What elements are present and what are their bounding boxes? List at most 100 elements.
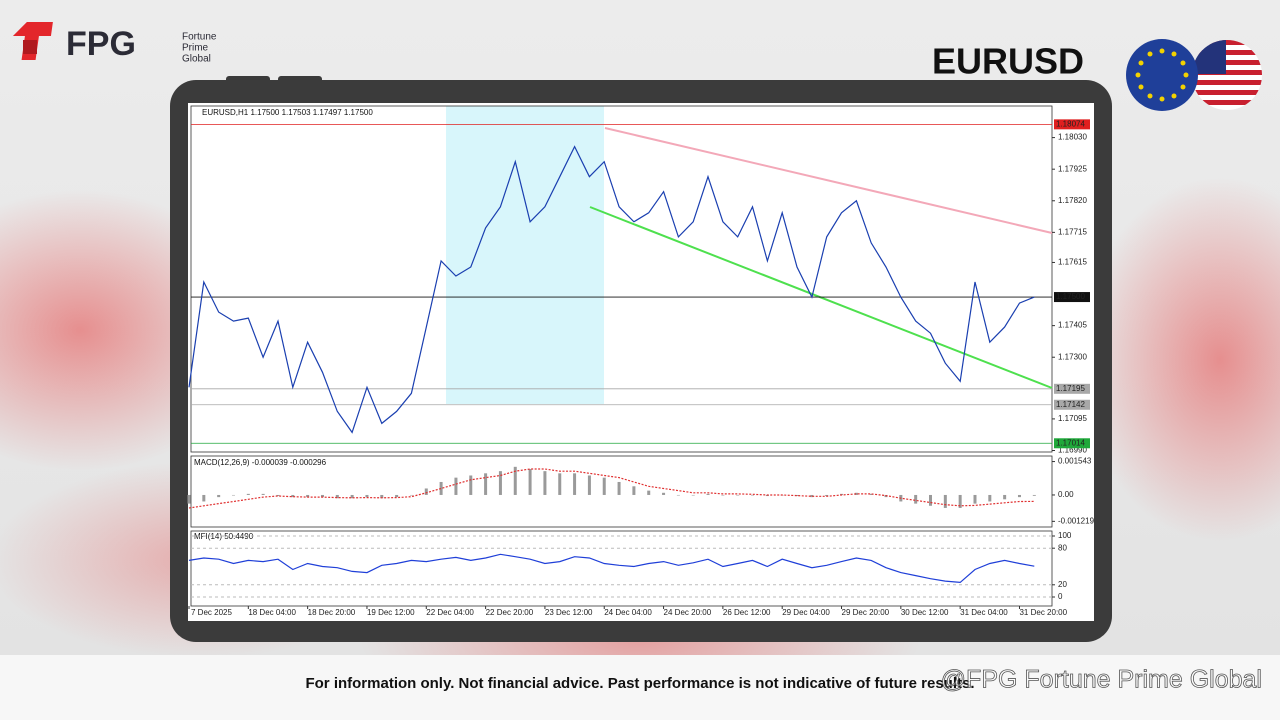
y-tick-label: 80 <box>1058 543 1067 552</box>
y-tick-label: 1.17095 <box>1058 414 1087 423</box>
macd-bar <box>1017 494 1021 498</box>
logo: FPG Fortune Prime Global <box>12 22 217 65</box>
mfi-panel <box>190 530 1053 607</box>
macd-bar <box>187 494 191 504</box>
macd-bar <box>825 494 829 497</box>
macd-bar <box>484 473 488 495</box>
macd-bar <box>528 468 532 495</box>
level-box <box>1054 399 1090 410</box>
macd-bar <box>602 477 606 495</box>
x-tick-label: 18 Dec 04:00 <box>248 608 296 617</box>
x-tick-label: 24 Dec 20:00 <box>664 608 712 617</box>
y-tick-label: 1.18030 <box>1058 133 1087 142</box>
eu-stars <box>1135 48 1189 102</box>
x-tick-label: 22 Dec 20:00 <box>486 608 534 617</box>
level-box <box>1054 383 1090 394</box>
macd-bar <box>795 494 799 497</box>
macd-bar <box>691 494 695 496</box>
macd-bar <box>573 473 577 495</box>
symbol: EURUSD <box>932 41 1084 82</box>
macd-bar <box>721 494 725 496</box>
level-label: 1.17014 <box>1056 438 1085 447</box>
macd-bar <box>929 494 932 506</box>
macd-bar <box>409 494 413 496</box>
level-label: 1.17142 <box>1056 400 1085 409</box>
macd-bar <box>454 477 458 495</box>
screen <box>188 103 1094 621</box>
macd-bar <box>350 494 354 499</box>
macd-bar <box>736 494 740 496</box>
macd-bar <box>320 494 324 498</box>
brand-line: Prime <box>182 43 209 54</box>
flags <box>1126 39 1262 111</box>
macd-bar <box>914 494 918 504</box>
x-tick-label: 29 Dec 20:00 <box>842 608 890 617</box>
macd-bar <box>810 494 814 498</box>
support-trendline <box>589 206 1053 389</box>
y-tick-label: 20 <box>1058 580 1067 589</box>
chart-title: EURUSD,H1 1.17500 1.17503 1.17497 1.1750… <box>202 108 373 117</box>
level-box <box>1054 438 1090 449</box>
level-box <box>1054 119 1090 130</box>
macd-bar <box>276 494 280 497</box>
price-line <box>188 145 1035 434</box>
macd-bar <box>617 481 621 495</box>
macd-bar <box>662 492 666 495</box>
y-tick-label: 0.001543 <box>1058 457 1092 466</box>
macd-bar <box>587 475 591 495</box>
macd-bar <box>958 494 962 508</box>
macd-title: MACD(12,26,9) -0.000039 -0.000296 <box>194 458 327 467</box>
macd-bar <box>751 494 755 496</box>
macd-bar <box>869 493 873 495</box>
macd-bar <box>988 494 992 502</box>
brand-line: Global <box>182 54 211 65</box>
resistance-trendline <box>604 127 1053 234</box>
x-tick-label: 30 Dec 12:00 <box>901 608 949 617</box>
brand-name: FPG <box>66 25 136 63</box>
level-label: 1.17500 <box>1056 292 1085 301</box>
y-tick-label: 1.17405 <box>1058 321 1087 330</box>
macd-bar <box>943 494 947 508</box>
macd-bar <box>246 493 250 495</box>
disclaimer: For information only. Not financial advi… <box>305 675 974 692</box>
y-tick-label: 1.17615 <box>1058 258 1087 267</box>
x-tick-label: 24 Dec 04:00 <box>604 608 652 617</box>
macd-bar <box>854 492 858 495</box>
signal-line <box>188 468 1035 509</box>
footer <box>0 655 1280 720</box>
macd-bar <box>558 473 562 495</box>
price-line <box>188 553 1035 584</box>
x-tick-label: 31 Dec 20:00 <box>1019 608 1067 617</box>
macd-bar <box>543 471 547 495</box>
macd-bar <box>291 494 295 498</box>
x-tick-label: 31 Dec 04:00 <box>960 608 1008 617</box>
y-tick-label: 1.17300 <box>1058 352 1087 361</box>
macd-bar <box>439 481 443 495</box>
y-tick-label: 1.17715 <box>1058 227 1087 236</box>
macd-bar <box>365 494 369 498</box>
y-tick-label: 0 <box>1058 592 1063 601</box>
x-tick-label: 29 Dec 04:00 <box>782 608 830 617</box>
macd-bar <box>632 486 636 495</box>
brand-line: Fortune <box>182 32 217 43</box>
macd-bar <box>498 471 502 495</box>
x-tick-label: 26 Dec 12:00 <box>723 608 771 617</box>
level-label: 1.17195 <box>1056 384 1085 393</box>
macd-bar <box>676 494 680 496</box>
macd-bar <box>973 494 977 504</box>
x-tick-label: 22 Dec 04:00 <box>426 608 474 617</box>
macd-bar <box>217 494 221 498</box>
macd-bar <box>380 494 384 499</box>
macd-bar <box>1032 494 1036 496</box>
watermark: @FPG Fortune Prime Global <box>941 666 1262 694</box>
highlight-zone <box>446 106 604 404</box>
x-tick-label: 18 Dec 20:00 <box>308 608 356 617</box>
macd-bar <box>395 494 399 498</box>
macd-bar <box>335 494 339 499</box>
macd-bar <box>513 466 517 495</box>
y-tick-label: 0.00 <box>1058 490 1074 499</box>
y-tick-label: -0.001219 <box>1058 516 1095 525</box>
x-tick-label: 23 Dec 12:00 <box>545 608 593 617</box>
